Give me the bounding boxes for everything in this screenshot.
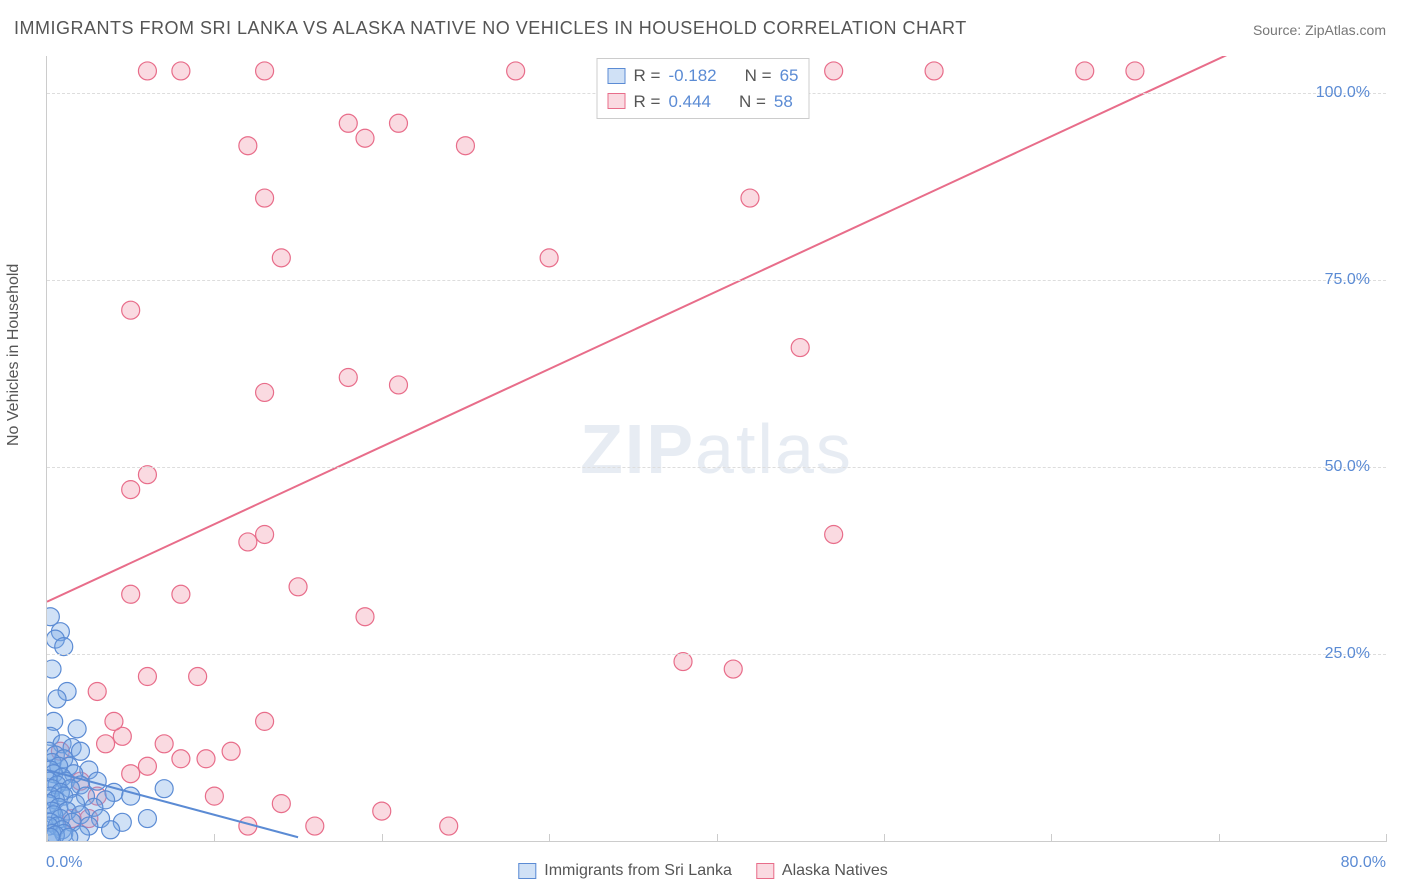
- x-tick-label-right: 80.0%: [1341, 854, 1386, 872]
- legend-item-pink: Alaska Natives: [756, 862, 888, 880]
- legend: Immigrants from Sri Lanka Alaska Natives: [518, 862, 887, 880]
- stats-r-value-pink: 0.444: [668, 89, 711, 115]
- stats-row-pink: R = 0.444 N = 58: [608, 89, 799, 115]
- stats-r-label-pink: R =: [634, 89, 661, 115]
- stats-row-blue: R = -0.182 N = 65: [608, 63, 799, 89]
- swatch-pink: [608, 93, 626, 109]
- stats-r-value-blue: -0.182: [668, 63, 716, 89]
- y-tick-label: 100.0%: [1316, 84, 1370, 102]
- x-tick-label-left: 0.0%: [46, 854, 82, 872]
- legend-label-pink: Alaska Natives: [782, 862, 888, 880]
- swatch-blue: [608, 68, 626, 84]
- plot-area: ZIPatlas 25.0%50.0%75.0%100.0%: [46, 56, 1386, 842]
- stats-n-label-pink: N =: [739, 89, 766, 115]
- stats-n-value-blue: 65: [780, 63, 799, 89]
- y-tick-label: 25.0%: [1325, 645, 1370, 663]
- legend-item-blue: Immigrants from Sri Lanka: [518, 862, 732, 880]
- source-text: Source: ZipAtlas.com: [1253, 22, 1386, 38]
- legend-label-blue: Immigrants from Sri Lanka: [544, 862, 732, 880]
- y-tick-label: 50.0%: [1325, 458, 1370, 476]
- chart-svg: [47, 56, 1386, 841]
- y-tick-label: 75.0%: [1325, 271, 1370, 289]
- legend-swatch-blue: [518, 863, 536, 879]
- chart-title: IMMIGRANTS FROM SRI LANKA VS ALASKA NATI…: [14, 18, 967, 39]
- stats-box: R = -0.182 N = 65 R = 0.444 N = 58: [597, 58, 810, 119]
- legend-swatch-pink: [756, 863, 774, 879]
- y-axis-label: No Vehicles in Household: [5, 264, 23, 446]
- stats-r-label-blue: R =: [634, 63, 661, 89]
- stats-n-value-pink: 58: [774, 89, 793, 115]
- stats-n-label-blue: N =: [745, 63, 772, 89]
